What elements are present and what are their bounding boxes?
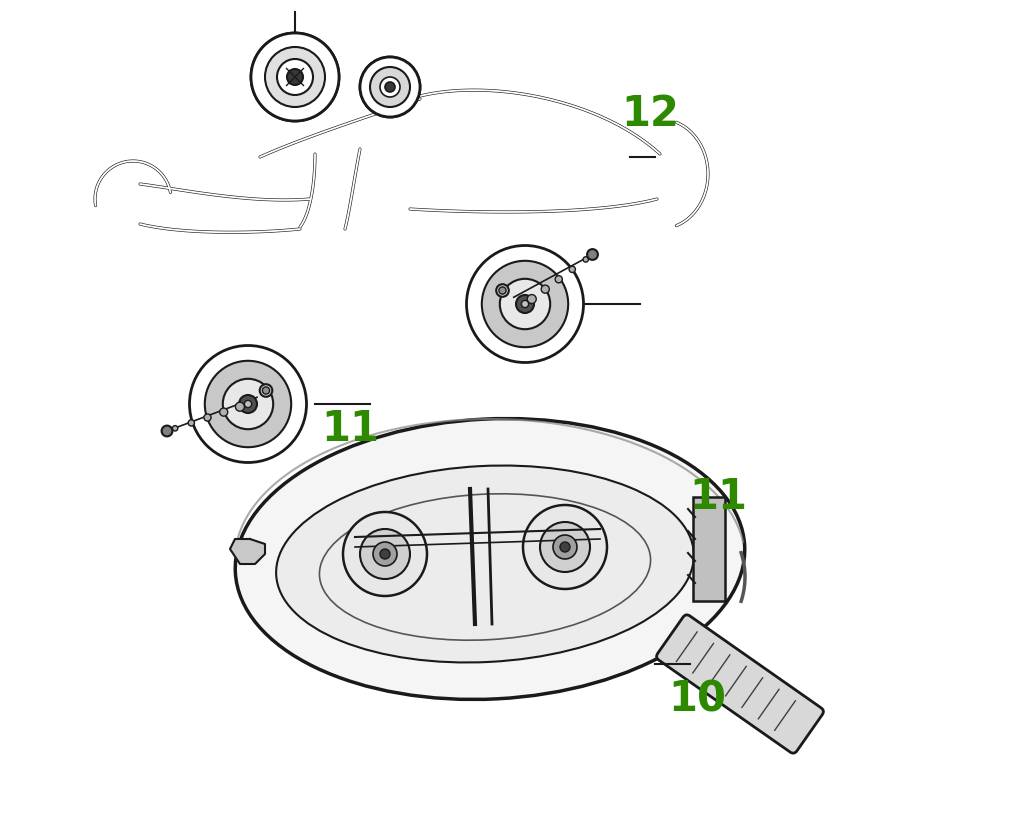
Circle shape: [277, 60, 313, 96]
Circle shape: [553, 535, 577, 559]
FancyBboxPatch shape: [693, 497, 725, 601]
Ellipse shape: [240, 536, 740, 619]
Circle shape: [287, 70, 303, 86]
Polygon shape: [230, 539, 265, 564]
Circle shape: [172, 426, 178, 432]
Circle shape: [277, 60, 313, 96]
Circle shape: [359, 529, 410, 579]
Circle shape: [482, 261, 568, 348]
FancyBboxPatch shape: [657, 615, 824, 753]
Circle shape: [204, 414, 211, 422]
Ellipse shape: [235, 419, 745, 700]
Circle shape: [521, 301, 528, 308]
Circle shape: [516, 295, 534, 313]
Circle shape: [189, 420, 195, 427]
Circle shape: [162, 426, 172, 437]
Circle shape: [370, 68, 410, 108]
Circle shape: [287, 70, 303, 86]
Circle shape: [380, 78, 400, 98]
Circle shape: [265, 48, 325, 108]
Circle shape: [251, 34, 339, 122]
Text: 10: 10: [668, 678, 726, 719]
Circle shape: [527, 295, 537, 304]
Circle shape: [496, 284, 509, 298]
Circle shape: [540, 523, 589, 572]
Circle shape: [265, 48, 325, 108]
Circle shape: [220, 409, 228, 417]
Circle shape: [385, 83, 395, 93]
Circle shape: [190, 346, 307, 463]
Circle shape: [523, 505, 607, 590]
Circle shape: [260, 385, 272, 397]
Circle shape: [262, 387, 269, 394]
Circle shape: [244, 401, 252, 408]
Circle shape: [385, 83, 395, 93]
Circle shape: [380, 78, 400, 98]
Circle shape: [583, 257, 588, 263]
Text: 11: 11: [321, 408, 379, 449]
Circle shape: [587, 250, 598, 261]
Circle shape: [560, 543, 570, 552]
Circle shape: [569, 267, 575, 273]
Circle shape: [370, 68, 410, 108]
Circle shape: [541, 286, 549, 294]
Circle shape: [359, 58, 420, 118]
Text: 11: 11: [689, 476, 747, 517]
Circle shape: [235, 403, 244, 412]
Circle shape: [499, 280, 550, 330]
Circle shape: [205, 361, 291, 447]
Circle shape: [466, 246, 583, 363]
Circle shape: [499, 288, 507, 294]
Circle shape: [359, 58, 420, 118]
Circle shape: [555, 276, 563, 284]
Text: 12: 12: [622, 93, 680, 135]
Circle shape: [239, 395, 257, 414]
Ellipse shape: [277, 466, 694, 662]
Circle shape: [343, 513, 427, 596]
Circle shape: [373, 543, 397, 566]
Circle shape: [251, 34, 339, 122]
Circle shape: [380, 549, 390, 559]
Circle shape: [223, 380, 274, 430]
